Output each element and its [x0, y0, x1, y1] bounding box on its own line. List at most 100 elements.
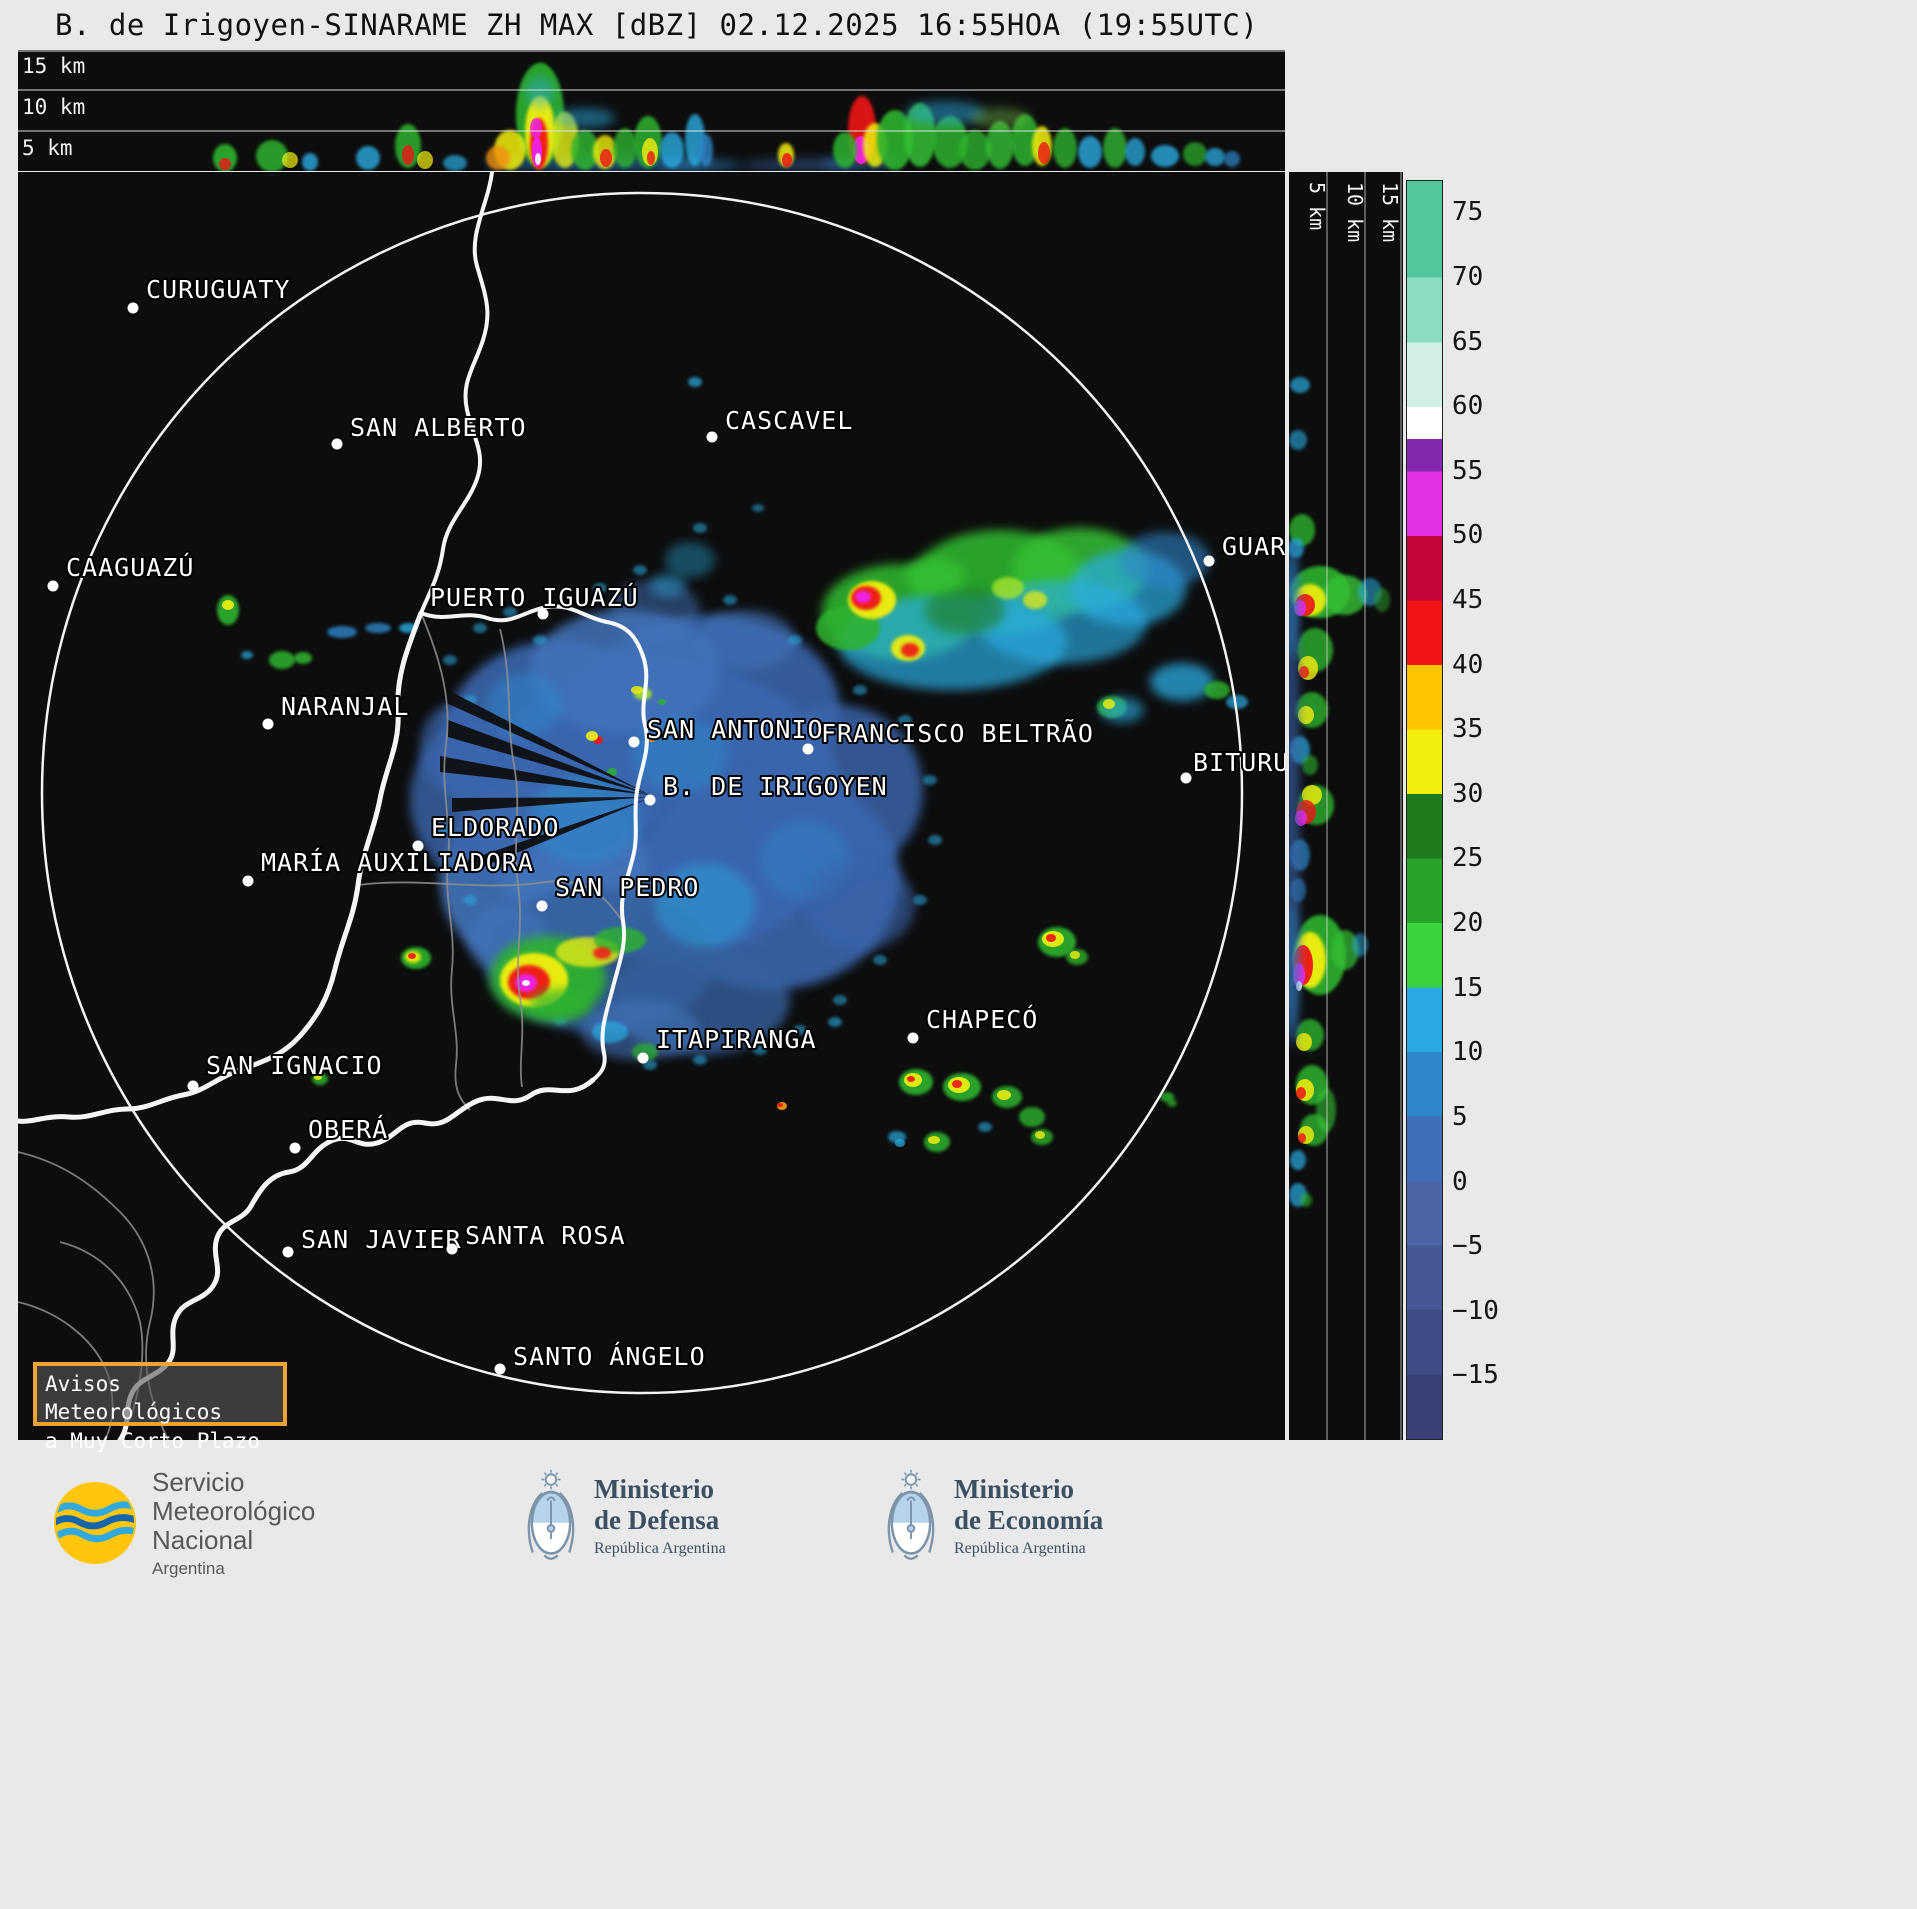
echo-blob	[1035, 1131, 1045, 1139]
smn-logo-icon	[53, 1482, 137, 1565]
city-label: SAN ALBERTO	[350, 413, 527, 442]
echo-blob	[1226, 695, 1248, 709]
echo-blob	[294, 652, 312, 664]
city-label: CASCAVEL	[725, 406, 853, 435]
echo-blob	[1150, 663, 1214, 701]
ministerio-economia-branding: Ministerio de Economía República Argenti…	[882, 1468, 1103, 1564]
echo-blob	[473, 623, 487, 633]
city-label: ELDORADO	[431, 813, 559, 842]
yz-axis-label-5km: 5 km	[1305, 182, 1329, 231]
echo-blob	[530, 989, 590, 1021]
echo-blob	[522, 980, 530, 986]
echo-blob	[1224, 151, 1240, 167]
economia-line2: de Economía	[954, 1504, 1104, 1535]
beam-blockage-spoke	[440, 756, 650, 795]
echo-blob	[1053, 128, 1077, 168]
city-label: B. DE IRIGOYEN	[663, 772, 888, 801]
city-dot	[644, 794, 656, 806]
city-dot	[127, 302, 139, 314]
echo-blob	[923, 775, 937, 785]
echo-blob	[959, 130, 991, 170]
page-title: B. de Irigoyen-SINARAME ZH MAX [dBZ] 02.…	[55, 8, 1259, 42]
echo-blob	[978, 1122, 992, 1132]
echo-blob	[986, 121, 1014, 169]
echo-blob	[1352, 933, 1368, 957]
smn-branding: Servicio Meteorológico Nacional Argentin…	[52, 1467, 316, 1579]
echo-blob	[925, 586, 1005, 634]
admin-border-path	[499, 628, 524, 1088]
river-border-path	[419, 604, 645, 658]
city-label: FRANCISCO BELTRÃO	[821, 718, 1094, 748]
echo-blob	[443, 155, 467, 171]
ministerio-defensa-name: Ministerio de Defensa República Argentin…	[594, 1474, 726, 1557]
echo-blob	[555, 108, 615, 128]
dbz-tick-label: −15	[1452, 1360, 1499, 1391]
dbz-tick-label: 50	[1452, 520, 1484, 551]
echo-blob	[592, 1021, 628, 1043]
echo-blob	[1374, 588, 1390, 612]
dbz-tick-label: 35	[1452, 714, 1484, 745]
city-label: SAN ANTONIO	[647, 715, 824, 744]
echo-blob	[699, 134, 713, 166]
echo-blob	[833, 995, 847, 1005]
city-label: CURUGUATY	[146, 275, 290, 304]
city-label: PUERTO IGUAZÚ	[430, 582, 639, 612]
echo-blob	[1023, 591, 1047, 609]
echo-blob	[688, 377, 702, 387]
xz-axis-label-5km: 5 km	[22, 136, 73, 160]
echo-blob	[1296, 1033, 1312, 1051]
echo-blob	[877, 110, 913, 170]
yz-axis-label-10km: 10 km	[1343, 182, 1367, 243]
echo-blob	[1204, 681, 1230, 699]
beam-blockage-spoke	[444, 688, 650, 795]
echo-blob	[905, 557, 965, 593]
city-dot	[47, 580, 59, 592]
echo-blob	[632, 717, 728, 793]
dbz-tick-label: 60	[1452, 391, 1484, 422]
river-border-path	[18, 610, 424, 1124]
echo-blob	[828, 1017, 842, 1027]
echo-blob	[913, 895, 927, 905]
echo-blob	[1289, 514, 1315, 546]
echo-blob	[970, 108, 1030, 128]
echo-blob	[314, 1074, 322, 1080]
echo-blob	[1167, 1099, 1177, 1107]
dbz-tick-label: 25	[1452, 843, 1484, 874]
smn-name-line2: Meteorológico	[152, 1496, 316, 1527]
echo-blob	[593, 583, 607, 593]
city-label: SANTA ROSA	[465, 1221, 626, 1250]
echo-blob	[526, 76, 554, 108]
echo-blob	[1323, 575, 1367, 615]
city-dot	[289, 1142, 301, 1154]
echo-blob	[443, 655, 457, 665]
ministerio-economia-name: Ministerio de Economía República Argenti…	[954, 1474, 1103, 1557]
city-label: SAN JAVIER	[301, 1225, 462, 1254]
city-dot	[242, 875, 254, 887]
echo-blob	[752, 504, 764, 512]
dbz-tick-label: 20	[1452, 908, 1484, 939]
dbz-tick-label: 70	[1452, 261, 1484, 292]
range-circle	[40, 191, 1244, 1395]
echo-blob	[658, 699, 666, 705]
dbz-tick-label: 45	[1452, 585, 1484, 615]
echo-blob	[1290, 377, 1310, 393]
yz-axis-label-15km: 15 km	[1378, 182, 1402, 243]
echo-blob	[853, 685, 867, 695]
echo-blob	[648, 736, 656, 742]
echo-blob	[256, 140, 288, 171]
echo-blob	[788, 635, 802, 645]
dbz-tick-label: 55	[1452, 455, 1484, 486]
echo-blob	[302, 153, 318, 171]
city-label: SANTO ÁNGELO	[513, 1342, 706, 1371]
city-label: OBERÁ	[308, 1115, 388, 1144]
echo-blob	[1120, 532, 1210, 588]
dbz-tick-label: 65	[1452, 326, 1484, 357]
smn-country: Argentina	[152, 1559, 225, 1579]
echo-blob	[1019, 1107, 1045, 1127]
alert-box[interactable]: Avisos Meteorológicos a Muy Corto Plazo	[33, 1362, 287, 1453]
echo-blob	[417, 151, 433, 169]
echo-blob	[753, 1045, 767, 1055]
echo-blob	[952, 1080, 962, 1088]
echo-blob	[1103, 699, 1115, 709]
echo-blob	[793, 1025, 807, 1035]
